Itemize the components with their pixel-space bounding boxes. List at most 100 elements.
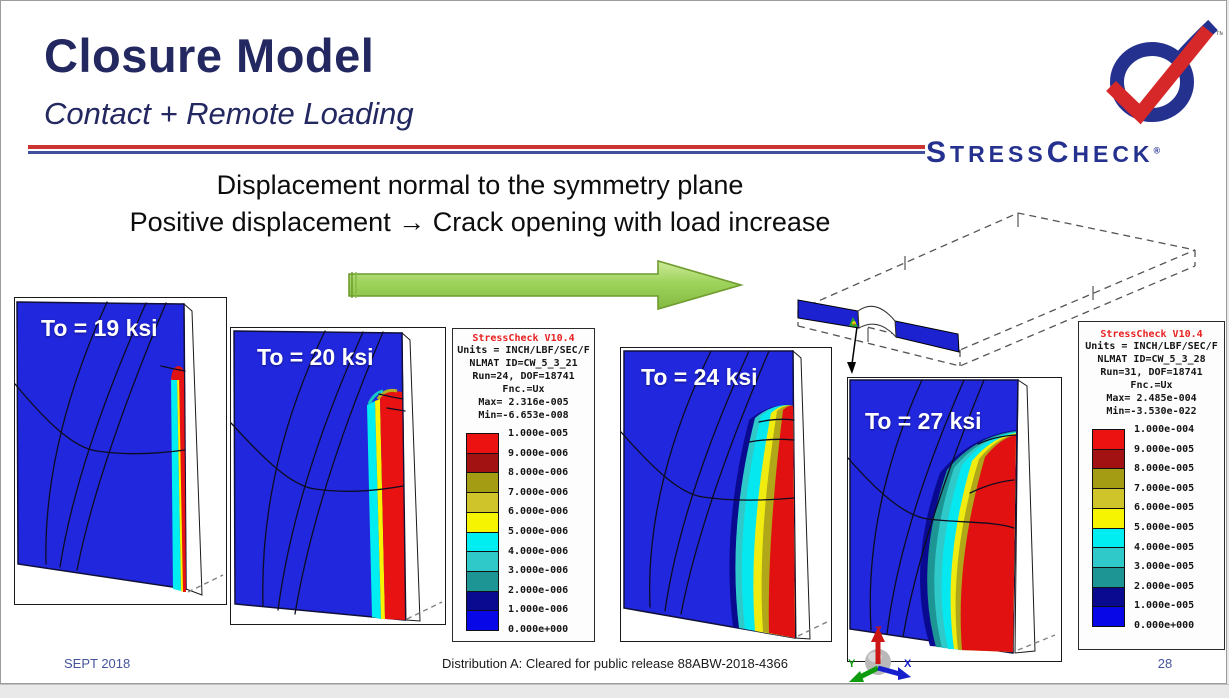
body-text-line1: Displacement normal to the symmetry plan… xyxy=(216,170,744,200)
color-swatch xyxy=(466,472,499,494)
legend-value: 5.000e-006 xyxy=(508,525,569,537)
wordmark-part: TRESS xyxy=(950,141,1047,167)
legend-info-line: Fnc.=Ux xyxy=(502,384,545,395)
hole-surface xyxy=(857,305,897,339)
color-swatch xyxy=(466,570,499,592)
color-swatch xyxy=(1092,566,1125,588)
contour-plot-svg xyxy=(621,349,830,640)
legend-value: 1.000e-005 xyxy=(1134,600,1195,612)
legend-panel-1: StressCheck V10.4 Units = INCH/LBF/SEC/F… xyxy=(452,328,595,642)
legend-info-line: Run=31, DOF=18741 xyxy=(1100,367,1203,378)
legend-value: 6.000e-006 xyxy=(508,506,569,518)
legend-value: 3.000e-006 xyxy=(508,565,569,577)
color-swatch xyxy=(1092,507,1125,529)
legend-info-line: Run=24, DOF=18741 xyxy=(472,371,575,382)
legend-title: StressCheck V10.4 xyxy=(1100,329,1203,340)
legend-info-line: NLMAT ID=CW_5_3_21 xyxy=(469,358,578,369)
legend-value: 4.000e-005 xyxy=(1134,541,1195,553)
legend-values: 1.000e-004 9.000e-005 8.000e-005 7.000e-005… xyxy=(1134,423,1194,632)
axis-z-label: Z xyxy=(875,625,882,637)
load-label: To = 27 ksi xyxy=(865,408,982,434)
legend-value: 8.000e-005 xyxy=(1134,463,1195,475)
symmetry-face-right xyxy=(894,320,960,353)
color-swatch xyxy=(466,452,499,474)
contour-plot-svg xyxy=(231,330,443,622)
footer-date: SEPT 2018 xyxy=(64,656,131,671)
color-swatch xyxy=(466,590,499,612)
legend-color-scale xyxy=(1092,429,1125,628)
legend-info-line: Fnc.=Ux xyxy=(1130,380,1173,391)
registered-mark: ® xyxy=(1153,145,1161,156)
load-label: To = 24 ksi xyxy=(641,364,758,390)
color-swatch xyxy=(466,610,499,632)
contour-plot-svg xyxy=(15,301,224,596)
legend-value: 2.000e-006 xyxy=(508,584,569,596)
axis-y-label: Y xyxy=(848,658,856,670)
crack-location-arrow xyxy=(847,326,858,374)
color-swatch xyxy=(1092,468,1125,490)
legend-value: 3.000e-005 xyxy=(1134,561,1195,573)
contour-plot-27ksi: To = 27 ksi xyxy=(847,377,1062,662)
legend-info-line: Min=-6.653e-008 xyxy=(478,410,569,421)
legend-value: 2.000e-005 xyxy=(1134,580,1195,592)
contour-plot-19ksi: To = 19 ksi xyxy=(14,297,227,605)
color-swatch xyxy=(1092,429,1125,450)
color-swatch xyxy=(1092,488,1125,509)
legend-panel-2: StressCheck V10.4 Units = INCH/LBF/SEC/F… xyxy=(1078,321,1225,650)
load-label: To = 19 ksi xyxy=(41,315,158,341)
body-text-line2: Positive displacement → Crack opening wi… xyxy=(129,207,831,237)
flow-arrow-graphic xyxy=(348,259,744,311)
legend-info: Units = INCH/LBF/SEC/F NLMAT ID=CW_5_3_21… xyxy=(453,344,594,422)
contour-plot-svg xyxy=(848,379,1056,654)
legend-value: 7.000e-005 xyxy=(1134,482,1195,494)
header-rule-blue xyxy=(28,151,925,154)
contour-plot-24ksi: To = 24 ksi xyxy=(620,347,832,642)
footer-page-number: 28 xyxy=(1157,656,1173,671)
legend-info-line: Max= 2.316e-005 xyxy=(478,397,569,408)
legend-info-line: Max= 2.485e-004 xyxy=(1106,393,1197,404)
legend-value: 0.000e+000 xyxy=(508,623,569,635)
color-swatch xyxy=(466,531,499,553)
color-swatch xyxy=(1092,527,1125,549)
color-swatch xyxy=(466,511,499,533)
load-label: To = 20 ksi xyxy=(257,344,374,370)
color-swatch xyxy=(1092,606,1125,628)
svg-text:™: ™ xyxy=(1215,30,1223,41)
color-swatch xyxy=(466,492,499,513)
legend-info-line: Min=-3.530e-022 xyxy=(1106,406,1197,417)
legend-value: 5.000e-005 xyxy=(1134,521,1195,533)
legend-value: 9.000e-005 xyxy=(1134,443,1195,455)
legend-info-line: NLMAT ID=CW_5_3_28 xyxy=(1097,354,1206,365)
legend-value: 4.000e-006 xyxy=(508,545,569,557)
page-title: Closure Model xyxy=(44,29,375,82)
legend-color-scale xyxy=(466,433,499,632)
header-rule-red xyxy=(28,145,925,149)
legend-value: 1.000e-006 xyxy=(508,604,569,616)
color-swatch xyxy=(1092,547,1125,568)
page-subtitle: Contact + Remote Loading xyxy=(44,96,414,131)
legend-value: 8.000e-006 xyxy=(508,467,569,479)
legend-value: 1.000e-005 xyxy=(508,428,569,439)
symmetry-face-left xyxy=(797,299,860,329)
legend-info: Units = INCH/LBF/SEC/F NLMAT ID=CW_5_3_28… xyxy=(1079,340,1224,418)
wordmark-part: S xyxy=(926,136,951,169)
legend-title: StressCheck V10.4 xyxy=(472,333,575,344)
color-swatch xyxy=(1092,586,1125,608)
slide-bottom-edge xyxy=(0,684,1229,698)
legend-values: 1.000e-005 9.000e-006 8.000e-006 7.000e-006… xyxy=(508,427,568,636)
legend-info-line: Units = INCH/LBF/SEC/F xyxy=(457,345,590,356)
footer-distribution-statement: Distribution A: Cleared for public relea… xyxy=(442,656,788,671)
legend-value: 9.000e-006 xyxy=(508,447,569,459)
color-swatch xyxy=(466,433,499,454)
stresscheck-wordmark: STRESSCHECK® xyxy=(926,136,1224,170)
color-swatch xyxy=(1092,448,1125,470)
legend-info-line: Units = INCH/LBF/SEC/F xyxy=(1085,341,1218,352)
wordmark-part: HECK xyxy=(1072,141,1154,167)
axes-triad-icon: Z Y X xyxy=(848,625,912,682)
color-swatch xyxy=(466,551,499,572)
contour-plot-20ksi: To = 20 ksi xyxy=(230,327,446,625)
wordmark-part: C xyxy=(1046,136,1073,169)
plate-wireframe-diagram xyxy=(797,212,1196,374)
stresscheck-logo-icon: ™ xyxy=(1106,19,1223,125)
